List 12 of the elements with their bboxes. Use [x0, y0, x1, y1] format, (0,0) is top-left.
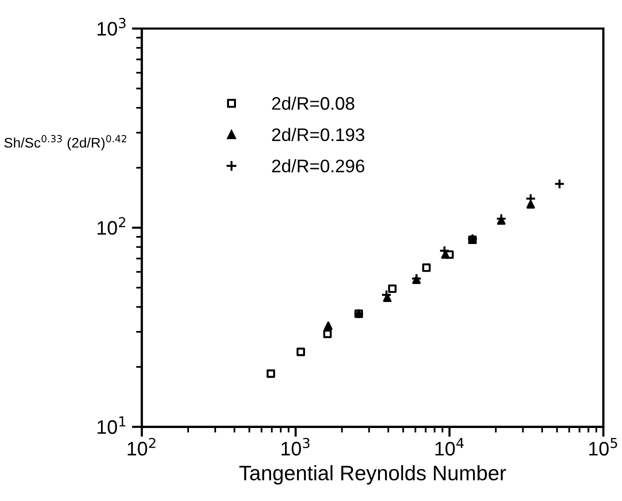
legend-label: 2d/R=0.296	[272, 159, 364, 172]
x-tick-label: 10$^{2}$	[128, 438, 156, 456]
legend-label: 2d/R=0.193	[272, 128, 364, 142]
y-axis-title: Sh/Sc$^{0.33}$ (2d/R)$^{0.42}$	[4, 135, 126, 150]
y-tick-label: 10$^{3}$	[98, 18, 126, 36]
x-tick-label: 10$^{5}$	[589, 438, 618, 456]
legend-label: 2d/R=0.08	[272, 96, 354, 110]
y-tick-label: 10$^{1}$	[98, 416, 126, 434]
x-tick-label: 10$^{3}$	[282, 438, 310, 456]
y-tick-label: 10$^{2}$	[98, 217, 126, 235]
x-axis-title: Tangential Reynolds Number	[239, 465, 506, 485]
x-tick-label: 10$^{4}$	[435, 438, 464, 456]
